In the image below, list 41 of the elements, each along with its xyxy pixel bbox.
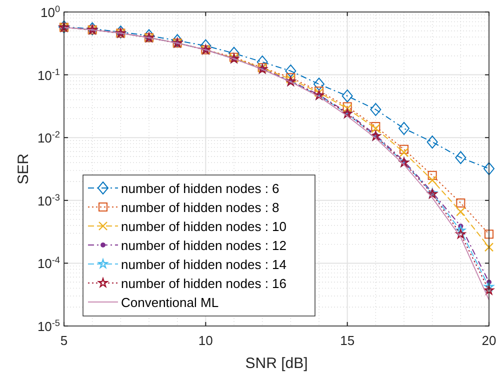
x-tick-label: 10 bbox=[198, 333, 213, 348]
y-tick-label: 10$^{0}$ bbox=[40, 4, 60, 20]
point bbox=[484, 282, 494, 292]
point bbox=[400, 144, 408, 154]
legend-label: number of hidden nodes : 14 bbox=[121, 257, 287, 272]
y-tick-label: 10$^{-5}$ bbox=[37, 318, 60, 334]
legend-label: number of hidden nodes : 6 bbox=[121, 181, 280, 196]
point bbox=[484, 285, 494, 294]
point bbox=[399, 148, 409, 158]
x-tick-label: 15 bbox=[340, 333, 355, 348]
x-tick-label: 5 bbox=[60, 333, 68, 348]
point bbox=[456, 229, 466, 238]
point bbox=[342, 89, 353, 102]
point bbox=[426, 136, 438, 149]
point bbox=[370, 103, 382, 116]
point bbox=[428, 176, 437, 185]
point bbox=[456, 198, 466, 208]
x-tick-label: 20 bbox=[482, 333, 496, 348]
point bbox=[428, 170, 437, 180]
point bbox=[285, 64, 296, 78]
y-axis-title: SER bbox=[15, 153, 32, 184]
legend-label: number of hidden nodes : 16 bbox=[121, 276, 287, 291]
point bbox=[455, 151, 466, 164]
point bbox=[456, 226, 466, 235]
point bbox=[256, 55, 268, 68]
legend-label: number of hidden nodes : 12 bbox=[121, 238, 287, 253]
y-tick-label: 10$^{-3}$ bbox=[37, 192, 60, 208]
y-tick-label: 10$^{-2}$ bbox=[37, 130, 60, 146]
point bbox=[398, 122, 410, 135]
point bbox=[456, 207, 466, 216]
y-tick-label: 10$^{-1}$ bbox=[37, 66, 60, 83]
point bbox=[484, 162, 494, 176]
legend-label: number of hidden nodes : 8 bbox=[121, 200, 280, 215]
point bbox=[314, 78, 324, 91]
point bbox=[484, 242, 494, 252]
legend-label: Conventional ML bbox=[121, 295, 219, 310]
x-axis-title: SNR [dB] bbox=[245, 355, 308, 372]
legend-label: number of hidden nodes : 10 bbox=[121, 219, 287, 234]
point bbox=[172, 34, 183, 48]
y-tick-label: 10$^{-4}$ bbox=[37, 255, 60, 272]
point bbox=[484, 230, 494, 239]
